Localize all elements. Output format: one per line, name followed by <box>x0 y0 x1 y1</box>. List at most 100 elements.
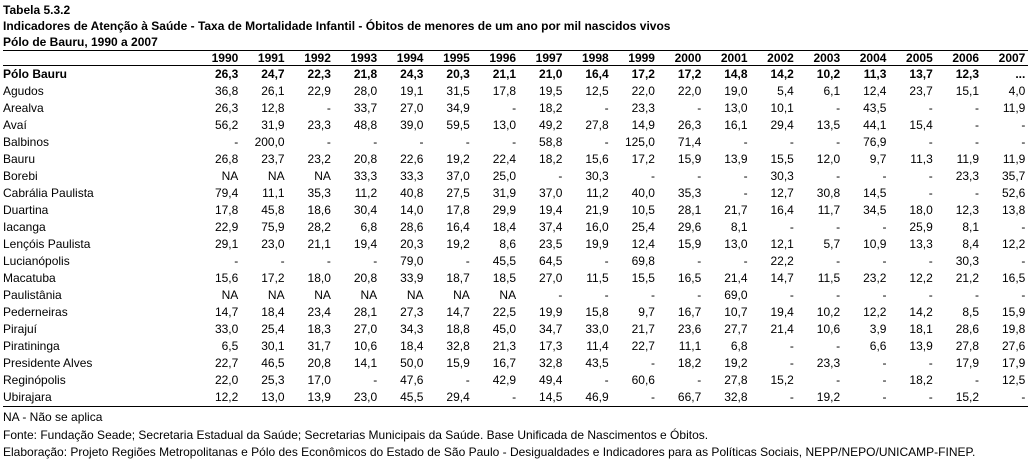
rate-cell: 60,6 <box>631 373 655 387</box>
rate-cell: 25,4 <box>261 322 285 336</box>
rate-cell: 23,7 <box>261 152 285 166</box>
rate-cell: - <box>604 135 609 149</box>
rate-cell: 34,3 <box>400 322 424 336</box>
table-body: Pólo Bauru 26,3 24,7 22,3 21,8 24,3 20,3 21,1 21… <box>3 66 1029 407</box>
rate-cell: - <box>743 169 748 183</box>
rate-cell: - <box>882 373 887 387</box>
year-header: 1994 <box>380 50 427 66</box>
rate-cell: - <box>928 169 933 183</box>
rate-cell: - <box>697 101 702 115</box>
rate-cell: 26,3 <box>677 118 702 132</box>
rate-cell: 8,1 <box>730 220 748 234</box>
municipality-name: Pederneiras <box>3 305 68 319</box>
rate-cell: 22,7 <box>631 339 655 353</box>
rate-cell: 14,7 <box>214 305 239 319</box>
note-na: NA - Não se aplica <box>3 410 103 424</box>
rate-cell: 13,0 <box>724 237 748 251</box>
rate-cell: 11,1 <box>262 186 285 200</box>
rate-cell: 21,1 <box>492 67 517 81</box>
rate-cell: 6,5 <box>221 339 239 353</box>
rate-cell: - <box>882 356 887 370</box>
municipality-name: Borebi <box>3 169 38 183</box>
rate-cell: 69,8 <box>631 254 655 268</box>
rate-cell: 23,4 <box>307 305 331 319</box>
rate-cell: 11,3 <box>910 152 933 166</box>
rate-cell: 40,0 <box>631 186 655 200</box>
rate-cell: 14,0 <box>400 203 424 217</box>
rate-cell: 11,7 <box>817 203 841 217</box>
rate-cell: 30,3 <box>770 169 794 183</box>
table-row: Bauru 26,8 23,7 23,2 20,8 22,6 19,2 22,4 18,2 15,… <box>3 151 1028 168</box>
rate-cell: 21,4 <box>724 271 748 285</box>
rate-cell: 48,8 <box>353 118 378 132</box>
rate-cell: 20,8 <box>353 152 378 166</box>
rate-cell: 32,8 <box>446 339 470 353</box>
rate-cell: 45,8 <box>261 203 285 217</box>
rate-cell: 25,0 <box>492 169 517 183</box>
rate-cell: 28,2 <box>307 220 331 234</box>
rate-cell: - <box>789 288 794 302</box>
year-header: 1990 <box>195 50 242 66</box>
rate-cell: 10,2 <box>816 67 841 81</box>
rate-cell: 10,1 <box>770 101 794 115</box>
rate-cell: 15,4 <box>909 118 933 132</box>
rate-cell: 19,2 <box>446 237 470 251</box>
rate-cell: 20,3 <box>446 67 470 81</box>
rate-cell: 15,9 <box>677 152 702 166</box>
rate-cell: 12,5 <box>1001 373 1026 387</box>
rate-cell: 19,5 <box>539 84 563 98</box>
rate-cell: 16,5 <box>1001 271 1026 285</box>
rate-cell: 18,2 <box>677 356 702 370</box>
rate-cell: 11,2 <box>586 186 609 200</box>
rate-cell: - <box>836 339 841 353</box>
rate-cell: 64,5 <box>539 254 563 268</box>
rate-cell: NA <box>221 288 239 302</box>
rate-cell: 11,5 <box>817 271 841 285</box>
rate-cell: 20,8 <box>307 356 331 370</box>
table-row: Balbinos - 200,0 - - - - - 58,8 - 125,0 71,4 - - - 76,9… <box>3 134 1028 151</box>
rate-cell: 20,8 <box>353 271 378 285</box>
rate-cell: - <box>882 169 887 183</box>
rate-cell: 11,3 <box>863 67 887 81</box>
rate-cell: - <box>789 339 794 353</box>
rate-cell: - <box>604 373 609 387</box>
rate-cell: 9,7 <box>869 152 887 166</box>
rate-cell: - <box>650 288 655 302</box>
rate-cell: 25,3 <box>261 373 285 387</box>
rate-cell: ... <box>1015 67 1026 81</box>
rate-cell: 12,2 <box>863 305 887 319</box>
rate-cell: 10,9 <box>863 237 887 251</box>
municipality-name: Piratininga <box>3 339 60 353</box>
rate-cell: 75,9 <box>261 220 285 234</box>
municipality-name: Presidente Alves <box>3 356 93 370</box>
rate-cell: - <box>419 135 424 149</box>
rate-cell: 35,3 <box>677 186 702 200</box>
rate-cell: - <box>975 373 980 387</box>
rate-cell: 11,9 <box>1002 152 1026 166</box>
rate-cell: 12,2 <box>1001 237 1026 251</box>
rate-cell: 33,0 <box>214 322 239 336</box>
rate-cell: - <box>1021 220 1026 234</box>
rate-cell: 28,1 <box>677 203 702 217</box>
rate-cell: 22,9 <box>307 84 331 98</box>
rate-cell: 15,1 <box>955 84 980 98</box>
rate-cell: - <box>882 254 887 268</box>
rate-cell: 21,7 <box>631 322 655 336</box>
rate-cell: 34,9 <box>446 101 470 115</box>
rate-cell: 23,0 <box>333 389 381 407</box>
rate-cell: 27,8 <box>585 118 609 132</box>
rate-cell: 12,3 <box>955 67 980 81</box>
rate-cell: 22,0 <box>631 84 655 98</box>
rate-cell: - <box>465 254 470 268</box>
rate-cell: 49,4 <box>539 373 563 387</box>
rate-cell: 46,9 <box>565 389 612 407</box>
rate-cell: NA <box>314 169 331 183</box>
note-elaboration: Elaboração: Projeto Regiões Metropolitan… <box>3 445 976 459</box>
rate-cell: - <box>1021 288 1026 302</box>
rate-cell: 19,2 <box>446 152 470 166</box>
rate-cell: 31,7 <box>307 339 331 353</box>
rate-cell: 33,9 <box>400 271 424 285</box>
rate-cell: 17,8 <box>214 203 239 217</box>
rate-cell: 22,0 <box>677 84 702 98</box>
